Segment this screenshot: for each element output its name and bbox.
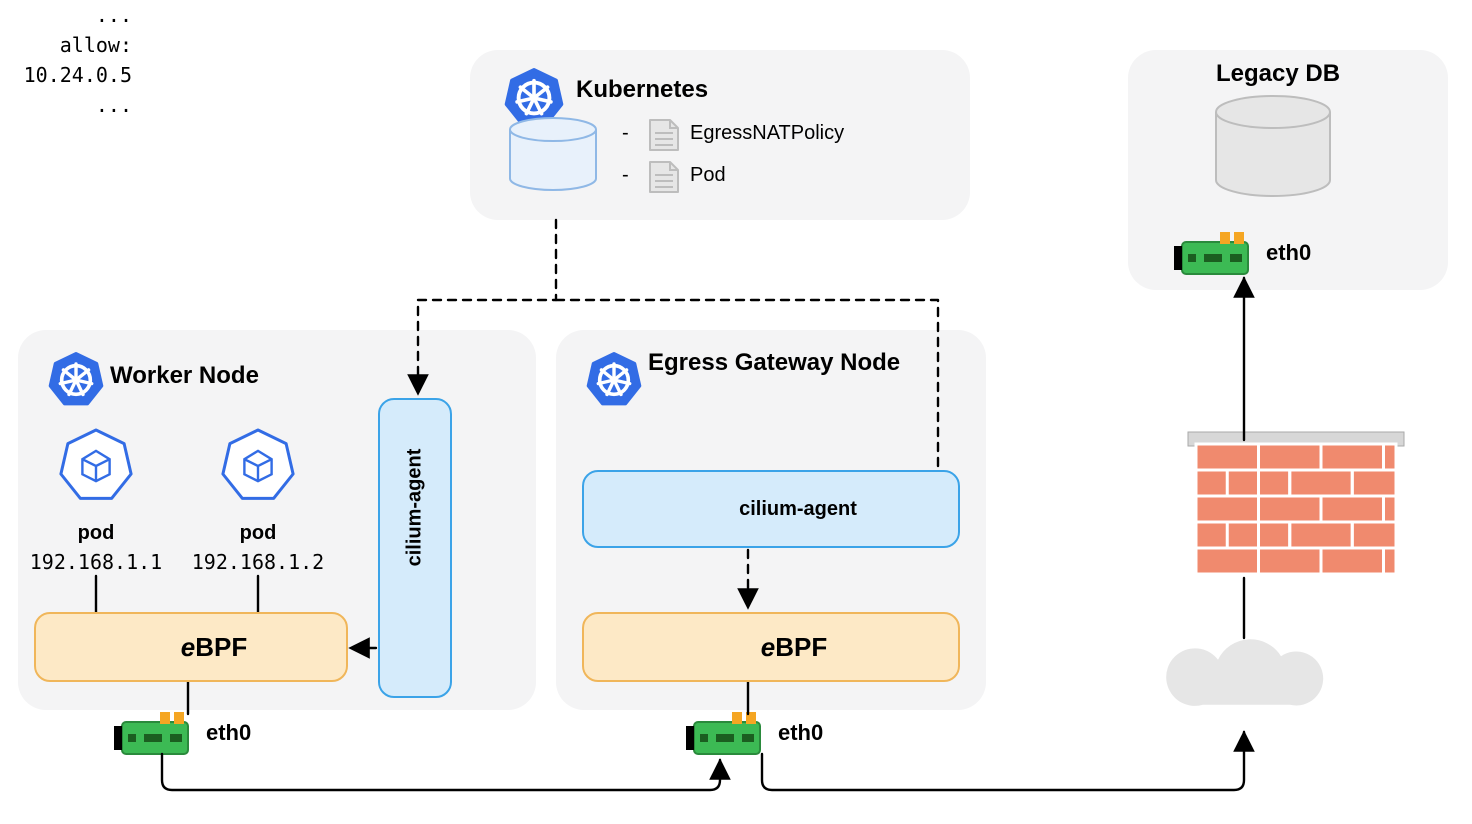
- worker-ebpf-label: eBPF: [135, 632, 247, 663]
- egress-eth-label: eth0: [778, 720, 823, 746]
- egress-cilium-agent: cilium-agent: [582, 470, 960, 548]
- egress-ebpf-label: eBPF: [715, 632, 827, 663]
- egress-node-title: Egress Gateway Node: [648, 348, 908, 378]
- firewall-rule-line: ...: [0, 0, 132, 30]
- kubernetes-title: Kubernetes: [576, 76, 708, 104]
- k8s-resource-1: EgressNATPolicy: [690, 122, 844, 145]
- firewall-rule-line: 10.24.0.5: [0, 60, 132, 90]
- firewall-icon: [1188, 432, 1404, 574]
- firewall-rule-line: ...: [0, 90, 132, 120]
- worker-node-title: Worker Node: [110, 362, 259, 390]
- cloud-icon: [1166, 639, 1323, 706]
- diagram-canvas: cilium-agent eBPF cilium-agent eBPF Kubernet…: [0, 0, 1472, 824]
- egress-cilium-label: cilium-agent: [685, 498, 857, 521]
- k8s-resource-2: Pod: [690, 164, 726, 187]
- legacy-db-title: Legacy DB: [1216, 60, 1340, 88]
- worker-cilium-label: cilium-agent: [404, 449, 427, 567]
- firewall-rule-line: allow:: [0, 30, 132, 60]
- edge-9: [762, 732, 1244, 790]
- legacy-eth-label: eth0: [1266, 240, 1311, 266]
- pod-2-label: pod: [208, 522, 308, 545]
- worker-ebpf: eBPF: [34, 612, 348, 682]
- egress-ebpf: eBPF: [582, 612, 960, 682]
- worker-nic-icon: [114, 712, 188, 754]
- k8s-dash-2: -: [622, 164, 629, 187]
- egress-nic-icon: [686, 712, 760, 754]
- pod-1-ip: 192.168.1.1: [18, 550, 174, 574]
- firewall-rules-text: ...allow:10.24.0.5...: [0, 0, 132, 120]
- pod-2-ip: 192.168.1.2: [180, 550, 336, 574]
- edge-8: [162, 754, 720, 790]
- worker-eth-label: eth0: [206, 720, 251, 746]
- k8s-dash-1: -: [622, 122, 629, 145]
- pod-1-label: pod: [46, 522, 146, 545]
- worker-cilium-agent: cilium-agent: [378, 398, 452, 698]
